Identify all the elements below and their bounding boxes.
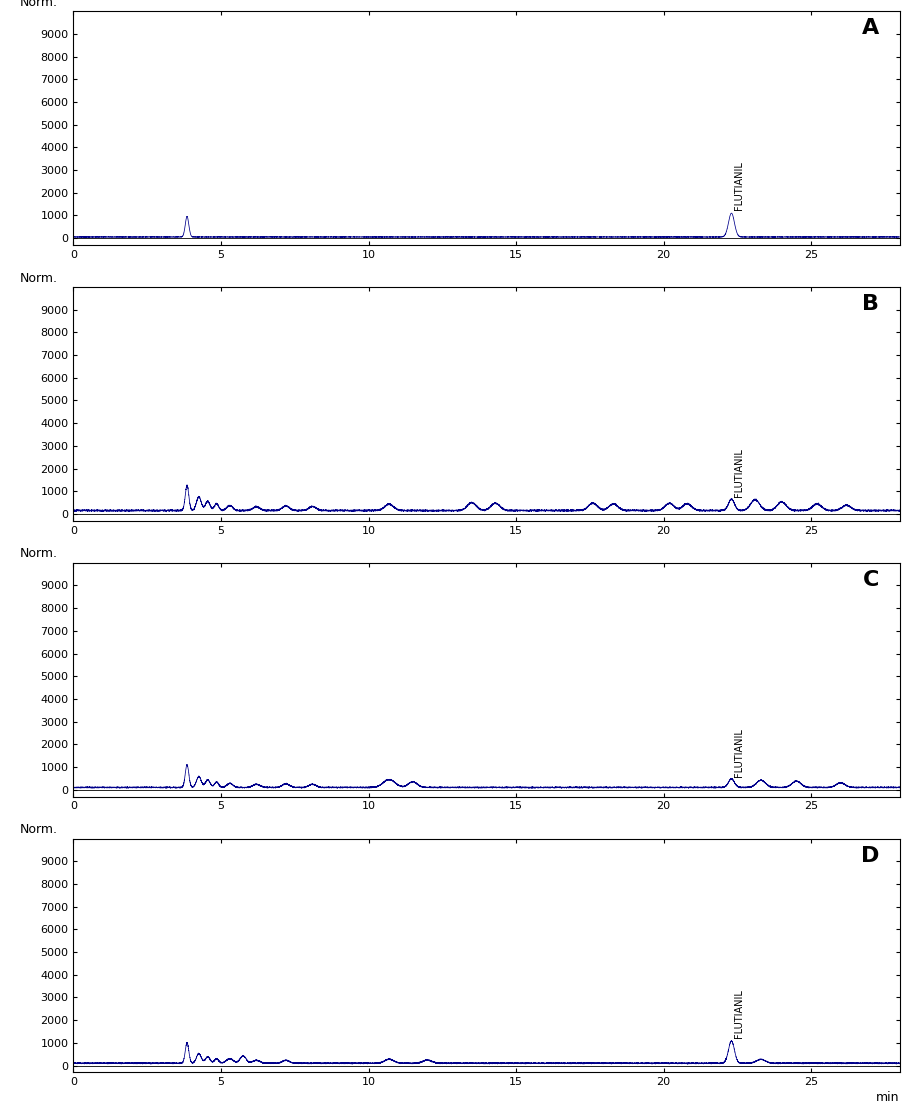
Text: min: min: [876, 1091, 900, 1104]
Text: Norm.: Norm.: [19, 823, 58, 837]
Text: FLUTIANIL: FLUTIANIL: [733, 448, 744, 497]
Text: Norm.: Norm.: [19, 0, 58, 9]
Text: A: A: [862, 18, 879, 38]
Text: FLUTIANIL: FLUTIANIL: [733, 161, 744, 210]
Text: FLUTIANIL: FLUTIANIL: [733, 990, 744, 1038]
Text: FLUTIANIL: FLUTIANIL: [733, 727, 744, 776]
Text: C: C: [863, 570, 879, 590]
Text: D: D: [860, 846, 879, 866]
Text: Norm.: Norm.: [19, 271, 58, 285]
Text: Norm.: Norm.: [19, 547, 58, 561]
Text: B: B: [862, 294, 879, 314]
